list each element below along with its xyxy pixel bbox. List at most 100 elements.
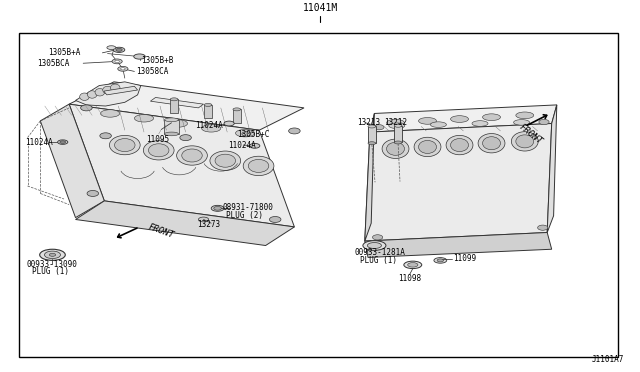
Ellipse shape [210,151,241,170]
Text: 13213: 13213 [357,118,380,127]
Ellipse shape [539,119,549,125]
Ellipse shape [164,132,179,136]
Ellipse shape [112,59,122,64]
Ellipse shape [394,124,402,127]
Text: 08931-71800: 08931-71800 [223,203,273,212]
Ellipse shape [45,251,61,259]
Text: 11024A: 11024A [228,141,255,150]
Ellipse shape [198,217,209,222]
Text: 11024A: 11024A [195,121,223,130]
Text: PLUG (2): PLUG (2) [226,211,263,220]
Ellipse shape [242,132,251,136]
Ellipse shape [478,134,505,153]
Ellipse shape [483,114,500,121]
Text: 11098: 11098 [398,274,421,283]
Ellipse shape [472,121,488,126]
Ellipse shape [511,132,538,151]
Ellipse shape [367,243,381,248]
Ellipse shape [204,103,212,106]
Text: FRONT: FRONT [517,123,544,147]
Text: PLUG (1): PLUG (1) [360,256,397,265]
Bar [368,126,376,143]
Ellipse shape [40,249,65,260]
Ellipse shape [100,133,111,139]
Ellipse shape [211,205,224,211]
Text: 00933-1281A: 00933-1281A [355,248,405,257]
Ellipse shape [233,108,241,111]
Ellipse shape [58,140,68,144]
Ellipse shape [431,122,447,127]
Text: 11041M: 11041M [302,3,338,13]
Ellipse shape [408,263,418,267]
Ellipse shape [483,137,500,150]
Ellipse shape [368,125,376,128]
Ellipse shape [224,121,234,126]
Polygon shape [69,104,294,227]
Ellipse shape [170,98,178,101]
Polygon shape [365,124,552,241]
Bar [164,120,179,134]
Ellipse shape [80,93,90,100]
Ellipse shape [451,139,468,152]
Ellipse shape [451,116,468,122]
Polygon shape [40,104,104,218]
Ellipse shape [516,112,534,119]
Ellipse shape [113,47,125,52]
Text: FRONT: FRONT [147,222,175,240]
Bar [233,109,241,123]
Text: 1305B+C: 1305B+C [237,130,269,139]
Ellipse shape [100,110,120,117]
Ellipse shape [109,135,140,155]
Ellipse shape [248,159,269,172]
Ellipse shape [120,68,125,70]
Polygon shape [365,113,374,241]
Text: 11099: 11099 [453,254,476,263]
Polygon shape [76,201,294,246]
Text: 13058CA: 13058CA [136,67,169,76]
Ellipse shape [437,259,444,262]
Polygon shape [76,82,141,106]
Ellipse shape [148,144,169,157]
Ellipse shape [202,125,221,132]
Ellipse shape [95,89,105,96]
Text: J1101A7: J1101A7 [591,355,624,364]
Ellipse shape [513,120,529,125]
Ellipse shape [81,105,92,111]
Ellipse shape [115,60,120,62]
Ellipse shape [182,149,202,162]
Ellipse shape [88,91,97,98]
Ellipse shape [387,142,404,155]
Ellipse shape [538,225,548,230]
Bar [170,99,178,113]
Text: PLUG (1): PLUG (1) [32,267,69,276]
Ellipse shape [269,217,281,222]
Polygon shape [365,232,552,257]
Ellipse shape [107,46,116,49]
Polygon shape [547,105,557,232]
Ellipse shape [389,123,405,129]
Ellipse shape [446,135,473,155]
Ellipse shape [60,141,65,144]
Ellipse shape [374,125,384,130]
Polygon shape [370,105,557,132]
Ellipse shape [434,257,447,263]
Ellipse shape [419,118,436,124]
Ellipse shape [250,144,260,148]
Ellipse shape [177,146,207,165]
Ellipse shape [168,120,188,127]
Bar [19,33,618,357]
Polygon shape [69,82,304,130]
Ellipse shape [118,67,128,71]
Ellipse shape [134,115,154,122]
Ellipse shape [236,129,255,137]
Ellipse shape [134,54,145,59]
Ellipse shape [164,118,179,122]
Ellipse shape [214,206,221,210]
Ellipse shape [115,139,135,152]
Ellipse shape [372,235,383,240]
Ellipse shape [243,156,274,176]
Ellipse shape [404,261,422,269]
Ellipse shape [143,141,174,160]
Ellipse shape [116,48,122,51]
Ellipse shape [289,128,300,134]
